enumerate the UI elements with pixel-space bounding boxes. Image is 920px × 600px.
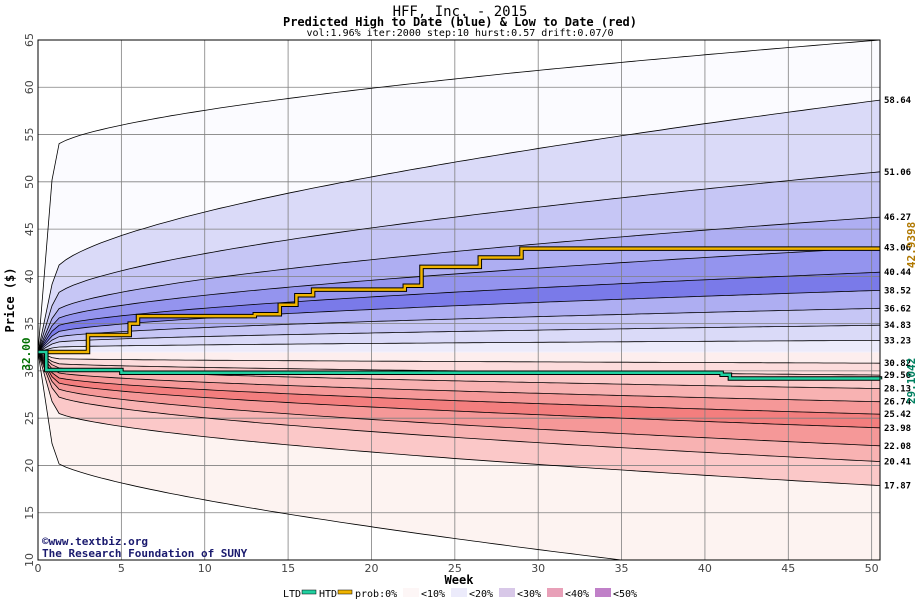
end-value-label: 40.44: [884, 268, 912, 278]
plot-frame: [37, 39, 881, 561]
legend-50-label: <50%: [613, 589, 637, 600]
end-value-label: 29.56: [884, 371, 911, 381]
band-line-1: [37, 99, 881, 353]
end-value-label: 25.42: [884, 410, 911, 420]
end-value-label: 58.64: [884, 96, 912, 106]
band-line-18: [37, 351, 881, 486]
end-value-label: 34.83: [884, 321, 911, 331]
x-tick-label: 50: [865, 562, 879, 575]
x-tick-label: 40: [698, 562, 712, 575]
band-line-0: [37, 39, 881, 353]
y-tick-label: 10: [23, 553, 36, 567]
band-line-5: [37, 271, 881, 353]
end-value-label: 26.74: [884, 398, 912, 408]
chart-subtitle: Predicted High to Date (blue) & Low to D…: [282, 15, 637, 29]
series-lines: [38, 246, 883, 381]
end-value-label: 38.52: [884, 286, 911, 296]
end-value-label: 36.62: [884, 304, 911, 314]
chart-title: HFF, Inc. - 2015: [392, 4, 528, 20]
legend-ltd-label: LTD: [283, 589, 301, 600]
band-line-9: [37, 339, 880, 353]
band-line-8: [37, 324, 881, 353]
legend-10-label: <10%: [421, 589, 445, 600]
band-line-4: [37, 247, 881, 353]
end-value-label: 17.87: [884, 482, 911, 492]
x-tick-label: 30: [531, 562, 545, 575]
legend: LTD HTD prob:0% <10% <20% <30% <40% <50%: [283, 588, 637, 600]
band-line-13: [37, 351, 881, 403]
band-line-10: [37, 351, 881, 364]
y-tick-label: 35: [23, 317, 36, 331]
ltd-final-label: 29.1042: [905, 358, 918, 404]
ltd-line: [38, 350, 882, 380]
watermark-org: The Research Foundation of SUNY: [42, 547, 248, 560]
band-line-16: [37, 351, 881, 447]
end-value-label: 51.06: [884, 168, 911, 178]
legend-prob-label: prob:0%: [355, 589, 397, 600]
legend-swatch-30: [547, 588, 563, 597]
x-tick-label: 20: [364, 562, 378, 575]
median-seam: [38, 351, 880, 353]
x-tick-label: 5: [118, 562, 125, 575]
legend-swatch-0: [403, 588, 419, 597]
x-axis-label: Week: [445, 573, 475, 587]
high-band-9: [38, 340, 880, 352]
y-tick-label: 25: [23, 411, 36, 425]
band-line-17: [37, 351, 881, 462]
end-value-label: 23.98: [884, 424, 911, 434]
y-tick-label: 60: [23, 80, 36, 94]
y-axis-label: Price ($): [3, 267, 17, 332]
y-tick-label: 50: [23, 175, 36, 189]
band-line-15: [37, 351, 881, 429]
htd-line: [38, 247, 880, 354]
legend-40-label: <40%: [565, 589, 589, 600]
end-value-label: 20.41: [884, 458, 911, 468]
x-tick-label: 10: [198, 562, 212, 575]
y-tick-label: 30: [23, 364, 36, 378]
end-value-label: 33.23: [884, 336, 911, 346]
end-value-label: 30.82: [884, 359, 911, 369]
legend-ltd-swatch: [301, 589, 317, 595]
legend-20-label: <20%: [469, 589, 493, 600]
band-line-14: [37, 351, 881, 415]
probability-bands: [38, 40, 880, 560]
legend-swatch-40: [595, 588, 611, 597]
legend-swatch-20: [499, 588, 515, 597]
band-line-7: [37, 307, 881, 353]
band-line-6: [37, 290, 881, 353]
x-tick-label: 25: [448, 562, 462, 575]
y-tick-label: 45: [23, 222, 36, 236]
watermark-url: ©www.textbiz.org: [42, 535, 148, 548]
legend-swatch-10: [451, 588, 467, 597]
legend-htd-label: HTD: [319, 589, 337, 600]
end-value-label: 43.06: [884, 243, 911, 253]
band-line-2: [37, 171, 881, 353]
y-tick-label: 40: [23, 269, 36, 283]
simulation-parameters: vol:1.96% iter:2000 step:10 hurst:0.57 d…: [306, 28, 614, 39]
y-tick-label: 55: [23, 128, 36, 142]
end-value-labels: 58.64 51.06 46.27 43.06 40.44 38.52 36.62 34.83…: [884, 96, 912, 491]
x-tick-label: 15: [281, 562, 295, 575]
legend-htd-swatch: [337, 589, 353, 595]
axis-ticks: 0 5 10 15 20 25 30 35 40 45 50 10 15 20 25 30 35 40 45 50 55…: [23, 33, 879, 575]
x-tick-label: 35: [615, 562, 629, 575]
x-tick-label: 45: [781, 562, 795, 575]
y-tick-label: 20: [23, 458, 36, 472]
x-tick-label: 0: [35, 562, 42, 575]
band-line-3: [37, 216, 881, 353]
htd-final-label: 42.9398: [905, 222, 918, 268]
end-value-label: 28.13: [884, 385, 911, 395]
end-value-label: 22.08: [884, 442, 911, 452]
start-price-label: 32.00: [20, 337, 33, 370]
y-tick-label: 65: [23, 33, 36, 47]
end-value-label: 46.27: [884, 213, 911, 223]
y-tick-label: 15: [23, 506, 36, 520]
legend-30-label: <30%: [517, 589, 541, 600]
